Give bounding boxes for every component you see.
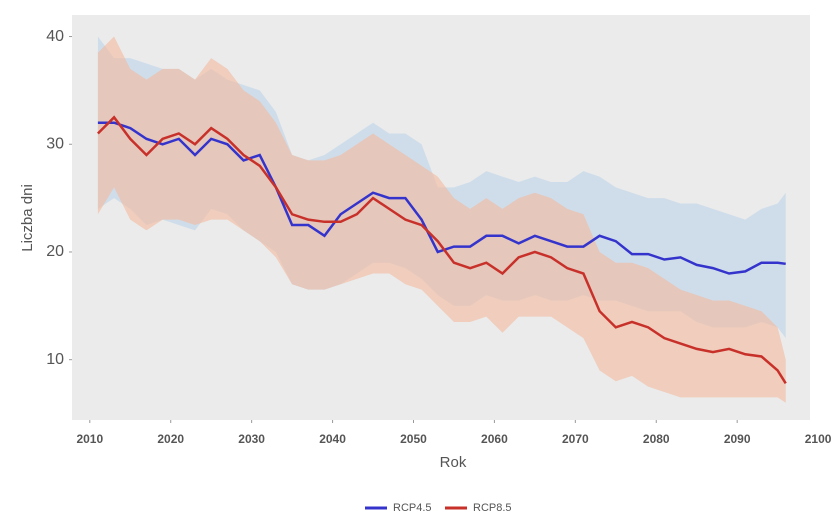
x-tick-label: 2100	[805, 432, 832, 446]
legend-label: RCP4.5	[393, 502, 432, 514]
y-tick-label: 20	[46, 243, 64, 260]
line	[97, 115, 787, 385]
x-tick-label: 2060	[481, 432, 508, 446]
x-tick-label: 2020	[157, 432, 184, 446]
x-axis-label: Rok	[440, 454, 467, 471]
x-tick-label: 2090	[724, 432, 751, 446]
y-tick-label: 40	[46, 28, 64, 45]
x-tick-label: 2040	[319, 432, 346, 446]
y-tick-label: 10	[46, 351, 64, 368]
x-tick-label: 2010	[76, 432, 103, 446]
y-axis-label: Liczba dni	[19, 184, 36, 252]
band	[97, 36, 786, 403]
x-tick-label: 2030	[238, 432, 265, 446]
x-tick-label: 2050	[400, 432, 427, 446]
legend-label: RCP8.5	[473, 502, 512, 514]
line	[97, 121, 786, 275]
y-tick-label: 30	[46, 135, 64, 152]
x-tick-label: 2070	[562, 432, 589, 446]
x-tick-label: 2080	[643, 432, 670, 446]
